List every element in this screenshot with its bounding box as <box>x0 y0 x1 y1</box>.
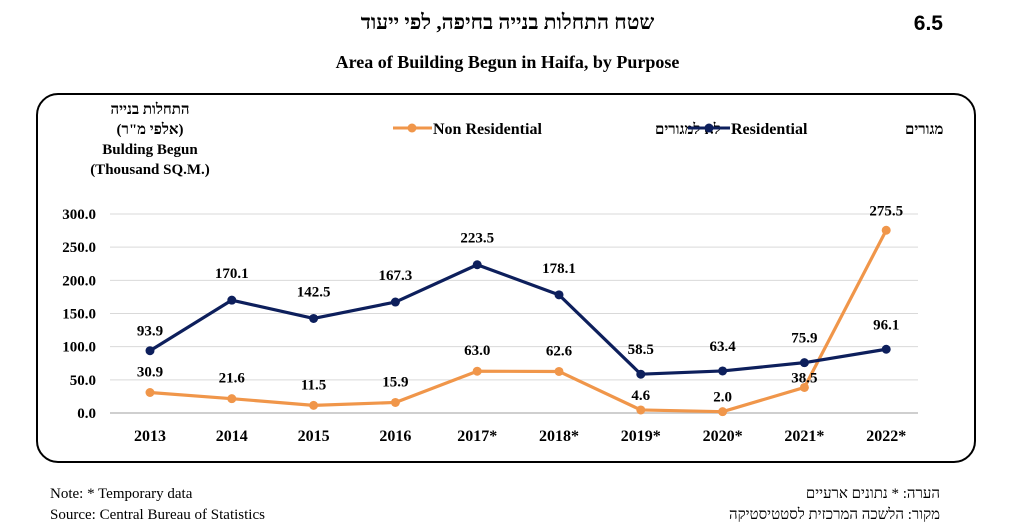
x-tick-label: 2019* <box>621 428 661 445</box>
data-label-residential: 223.5 <box>460 231 494 247</box>
x-tick-label: 2017* <box>457 428 497 445</box>
data-point-non-residential <box>881 225 891 235</box>
data-label-residential: 167.3 <box>379 268 413 284</box>
data-point-non-residential <box>718 407 728 417</box>
data-point-residential <box>799 358 809 368</box>
legend-label-non-residential-he: לא למגורים <box>655 121 721 138</box>
x-axis: 2013 2014 2015 2016 2017* 2018* 2019* 2020* 2021… <box>110 412 918 445</box>
data-label-non-residential: 4.6 <box>631 388 650 404</box>
y-axis: 0.0 50.0 100.0 150.0 200.0 250.0 300.0 <box>62 207 96 422</box>
data-label-residential: 178.1 <box>542 261 576 277</box>
legend-label-residential-he: מגורים <box>905 122 943 138</box>
data-label-residential: 93.9 <box>137 324 163 340</box>
legend-marker-non-residential <box>407 123 417 133</box>
chart-frame <box>36 93 976 463</box>
legend-label-non-residential: Non Residential <box>433 121 542 138</box>
data-label-non-residential: 38.5 <box>791 370 817 386</box>
gridlines <box>110 213 918 381</box>
data-label-residential: 58.5 <box>628 342 654 358</box>
x-tick-label: 2015 <box>298 428 330 445</box>
data-point-non-residential <box>145 388 155 398</box>
y-axis-title: התחלות בנייה (אלפי מ"ר) Bulding Begun (T… <box>50 100 250 180</box>
data-point-residential <box>390 297 400 307</box>
legend: Non Residential לא למגורים Residential מ… <box>393 121 943 138</box>
y-axis-title-he-line2: (אלפי מ"ר) <box>116 122 184 138</box>
data-point-non-residential <box>636 405 646 415</box>
data-label-non-residential: 30.9 <box>137 365 163 381</box>
data-point-non-residential <box>309 400 319 410</box>
note-english: Note: * Temporary data <box>50 486 193 502</box>
data-label-non-residential: 63.0 <box>464 343 490 359</box>
y-axis-title-en-line2: (Thousand SQ.M.) <box>90 162 210 178</box>
note-hebrew: הערה: * נתונים ארעיים <box>805 486 940 502</box>
x-tick-label: 2013 <box>134 428 166 445</box>
source-hebrew: מקור: הלשכה המרכזית לסטטיסטיקה <box>728 507 940 523</box>
series-line-residential <box>149 263 887 376</box>
y-tick-label: 250.0 <box>62 240 96 256</box>
data-point-residential <box>227 295 237 305</box>
x-tick-label: 2020* <box>703 428 743 445</box>
figure-number: 6.5 <box>913 12 943 35</box>
data-label-non-residential: 62.6 <box>546 343 573 359</box>
series-layer: 30.9 21.6 11.5 15.9 63.0 62.6 4.6 2.0 38.5 275.5 9… <box>137 203 903 417</box>
y-axis-title-en-line1: Bulding Begun <box>102 142 198 158</box>
chart-title-english: Area of Building Begun in Haifa, by Purp… <box>335 52 680 72</box>
data-label-non-residential: 15.9 <box>382 374 408 390</box>
data-label-residential: 75.9 <box>791 331 817 347</box>
legend-label-residential: Residential <box>731 121 808 138</box>
data-label-non-residential: 11.5 <box>301 377 326 393</box>
x-tick-label: 2016 <box>379 428 411 445</box>
data-point-residential <box>718 366 728 376</box>
x-tick-label: 2022* <box>866 428 906 445</box>
data-point-residential <box>881 344 891 354</box>
x-tick-label: 2018* <box>539 428 579 445</box>
data-label-residential: 63.4 <box>709 339 736 355</box>
x-tick-label: 2021* <box>784 428 824 445</box>
source-english: Source: Central Bureau of Statistics <box>50 507 265 523</box>
data-point-residential <box>145 346 155 356</box>
data-point-residential <box>309 313 319 323</box>
data-point-non-residential <box>799 382 809 392</box>
y-tick-label: 100.0 <box>62 340 96 356</box>
y-tick-label: 150.0 <box>62 307 96 323</box>
data-label-non-residential: 2.0 <box>713 390 732 406</box>
data-label-non-residential: 275.5 <box>869 203 903 219</box>
y-axis-title-he-line1: התחלות בנייה <box>110 102 190 118</box>
data-point-residential <box>554 290 564 300</box>
data-label-residential: 142.5 <box>297 284 331 300</box>
y-tick-label: 200.0 <box>62 273 96 289</box>
data-point-residential <box>472 260 482 270</box>
data-label-non-residential: 21.6 <box>219 371 246 387</box>
legend-marker-residential <box>704 123 714 133</box>
data-label-residential: 170.1 <box>215 266 249 282</box>
y-tick-label: 0.0 <box>77 406 96 422</box>
data-point-residential <box>636 369 646 379</box>
data-label-residential: 96.1 <box>873 317 899 333</box>
data-point-non-residential <box>472 366 482 376</box>
x-tick-label: 2014 <box>216 428 248 445</box>
chart-title-hebrew: שטח התחלות בנייה בחיפה, לפי ייעוד <box>360 10 655 34</box>
data-point-non-residential <box>227 394 237 404</box>
data-point-non-residential <box>390 397 400 407</box>
y-tick-label: 300.0 <box>62 207 96 223</box>
y-tick-label: 50.0 <box>70 373 96 389</box>
data-point-non-residential <box>554 366 564 376</box>
series-line-non-residential <box>149 229 888 414</box>
